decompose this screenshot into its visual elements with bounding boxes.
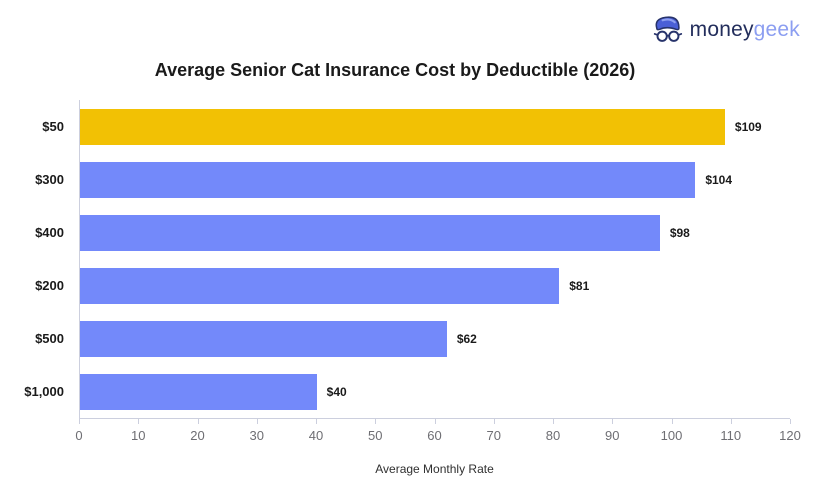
- y-category-label: $50: [42, 119, 64, 134]
- bar: [80, 161, 696, 198]
- x-tick-mark: [612, 419, 614, 424]
- chart-title: Average Senior Cat Insurance Cost by Ded…: [154, 60, 636, 80]
- x-tick-mark: [790, 419, 791, 424]
- bar-row: $50 $109: [0, 100, 790, 153]
- bar: [80, 267, 560, 304]
- bar-value-label: $98: [669, 225, 690, 240]
- x-tick-label: 100: [660, 428, 683, 443]
- bar: [80, 373, 317, 410]
- bar-track: $40: [79, 365, 790, 418]
- x-tick-mark: [553, 419, 554, 424]
- x-tick-mark: [375, 419, 377, 424]
- x-tick-label: 60: [427, 428, 442, 443]
- x-tick-mark: [671, 419, 673, 424]
- x-tick-label: 40: [308, 428, 324, 443]
- header: moneygeek: [651, 14, 800, 45]
- x-tick-mark: [730, 419, 732, 424]
- logo-text-money: money: [689, 17, 754, 41]
- x-tick-mark: [316, 419, 317, 424]
- x-tick-mark: [493, 419, 495, 424]
- bar-track: $81: [79, 259, 790, 312]
- x-tick-mark: [434, 419, 436, 424]
- x-tick-mark: [138, 419, 140, 424]
- bar-rows: $50 $109 $300 $104 $400 $98 $200 $81 $500 $62 $1,0…: [0, 100, 790, 418]
- y-category-label: $400: [35, 225, 64, 240]
- bar-row: $300 $104: [0, 153, 790, 206]
- bar: [80, 320, 447, 357]
- x-tick-mark: [79, 419, 80, 424]
- bar-row: $400 $98: [0, 206, 790, 259]
- x-tick-label: 50: [368, 428, 383, 443]
- x-tick-label: 10: [131, 428, 146, 443]
- y-category-label: $1,000: [24, 384, 64, 399]
- bar-track: $98: [79, 206, 790, 259]
- logo-wordmark: moneygeek: [690, 18, 800, 42]
- y-category-label: $500: [35, 331, 64, 346]
- logo-text-geek: geek: [753, 17, 800, 41]
- bar-value-label: $109: [734, 119, 762, 134]
- x-axis-title: Average Monthly Rate: [375, 462, 494, 476]
- bar-highlight: [80, 108, 725, 145]
- x-tick-label: 90: [605, 428, 620, 443]
- x-tick-label: 0: [75, 428, 83, 443]
- x-tick-mark: [256, 419, 258, 424]
- y-category-label: $300: [35, 172, 64, 187]
- x-tick-label: 110: [720, 428, 742, 443]
- bar-track: $104: [79, 153, 790, 206]
- bar-value-label: $104: [705, 172, 733, 187]
- bar-row: $500 $62: [0, 312, 790, 365]
- y-category-label: $200: [35, 278, 64, 293]
- x-tick-label: 80: [545, 428, 561, 443]
- moneygeek-geek-face-icon: [651, 14, 684, 45]
- bar-row: $1,000 $40: [0, 365, 790, 418]
- x-tick-label: 70: [486, 428, 501, 443]
- x-tick-label: 30: [249, 428, 264, 443]
- x-axis: 0 10 20 30 40 50 60 70 80 90 100 110 120: [75, 418, 801, 452]
- bar-track: $109: [79, 100, 790, 153]
- bar-chart: $50 $109 $300 $104 $400 $98 $200 $81 $500 $62 $1,0…: [0, 100, 801, 476]
- bar: [80, 214, 660, 251]
- x-tick-label: 20: [190, 428, 205, 443]
- bar-value-label: $40: [326, 384, 347, 399]
- moneygeek-logo[interactable]: moneygeek: [651, 14, 800, 45]
- x-tick-label: 120: [779, 428, 801, 443]
- bar-track: $62: [79, 312, 790, 365]
- x-tick-mark: [197, 419, 199, 424]
- bar-row: $200 $81: [0, 259, 790, 312]
- bar-value-label: $62: [456, 331, 477, 346]
- bar-value-label: $81: [569, 278, 590, 293]
